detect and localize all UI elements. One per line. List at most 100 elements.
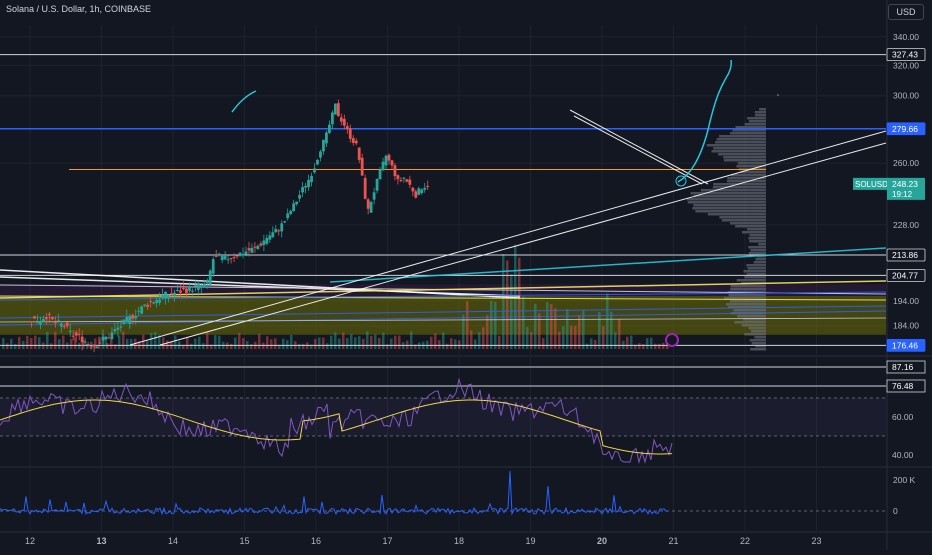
volume-profile-bar <box>723 297 766 300</box>
candle-body <box>161 294 164 299</box>
volume-bar <box>322 337 325 349</box>
volume-bar <box>490 300 493 349</box>
candle-body <box>265 237 269 244</box>
candle-body <box>328 124 331 133</box>
candle-body <box>101 336 105 341</box>
candle-body <box>319 151 322 158</box>
candle-body <box>217 253 221 256</box>
candle-body <box>244 251 248 255</box>
candle-body <box>307 179 310 188</box>
volume-profile-bar <box>751 342 766 345</box>
volume-profile-bar <box>748 252 766 255</box>
candle-body <box>232 256 236 258</box>
candle-body <box>235 255 239 257</box>
volume-bar <box>594 340 597 349</box>
volume-bar <box>86 343 89 349</box>
volume-bar <box>470 330 473 349</box>
candle-body <box>164 291 167 299</box>
volume-bar <box>174 335 177 349</box>
price-pane[interactable] <box>0 54 887 353</box>
candle-body <box>411 187 415 192</box>
candle-body <box>77 334 81 336</box>
candle-body <box>295 201 299 205</box>
volume-profile-bar <box>693 195 766 198</box>
candle-body <box>95 346 99 348</box>
volume-bar <box>26 335 29 349</box>
volume-bar <box>314 338 317 349</box>
annotation-stroke <box>231 90 257 113</box>
candle-body <box>65 322 69 327</box>
volume-bar <box>234 337 237 349</box>
volume-profile-bar <box>715 141 766 144</box>
volume-bar <box>606 293 609 349</box>
volume-bar <box>458 340 461 349</box>
volume-bar <box>654 343 657 349</box>
volume-bar <box>6 343 9 349</box>
volume-bar <box>82 340 85 349</box>
candle-body <box>182 287 185 290</box>
candle-body <box>378 169 382 180</box>
volume-profile-bar <box>749 234 766 237</box>
candle-body <box>420 189 424 193</box>
price-tick-label: 340.00 <box>893 32 919 42</box>
volume-bar <box>206 332 209 349</box>
candle-body <box>205 281 209 283</box>
volume-profile-bar <box>750 348 766 351</box>
price-axis[interactable]: 340.00 320.00 300.00 260.00 228.00 194.00 184.… <box>853 32 926 516</box>
candle-body <box>131 314 135 319</box>
rsi-pane[interactable] <box>0 366 886 464</box>
volume-bar <box>250 344 253 349</box>
candle-body <box>336 103 340 117</box>
volume-bar <box>30 338 33 349</box>
candle-body <box>310 175 313 183</box>
candle-body <box>375 178 379 191</box>
candle-body <box>202 283 206 288</box>
price-label-box <box>886 122 926 136</box>
volume-profile-bar <box>721 219 766 222</box>
rsi-tick-label: 76.48 <box>892 381 914 391</box>
price-tick-label: 300.00 <box>893 91 919 101</box>
currency-button[interactable]: USD <box>888 4 924 20</box>
volume-bar <box>110 338 113 349</box>
volume-bar <box>278 344 281 349</box>
candle-body <box>283 221 287 223</box>
candle-body <box>211 259 215 274</box>
candle-body <box>190 290 194 292</box>
time-tick-label: 19 <box>525 536 535 546</box>
symbol-label: SOLUSD <box>855 180 888 189</box>
volume-profile-bar <box>734 321 766 324</box>
price-label-box <box>886 338 926 352</box>
volume-profile-bar <box>736 279 766 282</box>
candle-body <box>226 259 230 261</box>
candle-body <box>179 290 182 293</box>
volume-profile-bar <box>746 264 766 267</box>
candle-body <box>125 317 129 323</box>
price-label-box <box>886 248 926 262</box>
candle-body <box>393 165 397 177</box>
time-tick-label: 20 <box>597 536 607 546</box>
chart-title: Solana / U.S. Dollar, 1h, COINBASE <box>6 4 152 14</box>
volume-bar <box>342 332 345 349</box>
volume-profile-bar <box>713 147 766 150</box>
candle-body <box>137 310 141 312</box>
oscillator-pane[interactable] <box>0 470 886 516</box>
candle-body <box>325 132 328 144</box>
volume-bar <box>78 342 81 349</box>
volume-bar <box>518 257 521 349</box>
volume-profile-bar <box>754 114 766 117</box>
volume-profile-bar <box>747 117 766 120</box>
volume-bar <box>34 335 37 349</box>
volume-bar <box>346 338 349 349</box>
candle-body <box>247 248 251 251</box>
candle-body <box>256 245 260 250</box>
volume-bar <box>330 335 333 349</box>
volume-profile-bar <box>748 120 766 123</box>
volume-bar <box>350 333 353 349</box>
time-axis[interactable]: 12 13 14 15 16 17 18 19 20 21 22 23 <box>25 536 822 546</box>
volume-bar <box>378 337 381 349</box>
candle-body <box>128 315 132 324</box>
volume-bar <box>586 343 589 349</box>
candle-body <box>271 232 275 238</box>
time-tick-label: 14 <box>168 536 178 546</box>
